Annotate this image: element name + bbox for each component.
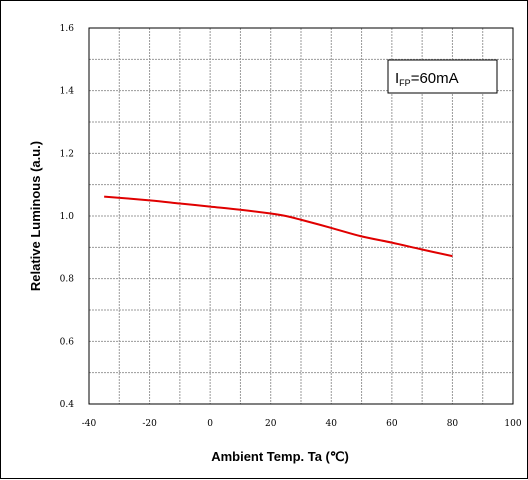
- x-tick-label: 40: [326, 419, 338, 429]
- y-tick-label: 1.4: [60, 87, 75, 97]
- svg-text:IFP=60mA: IFP=60mA: [395, 70, 459, 88]
- y-tick-label: 0.8: [60, 275, 75, 285]
- x-tick-label: 80: [447, 419, 459, 429]
- plot-area: [88, 27, 514, 405]
- legend-subscript: FP: [399, 78, 411, 88]
- grid: [89, 28, 513, 404]
- x-tick-label: -40: [82, 419, 97, 429]
- y-tick-label: 1.2: [60, 149, 74, 159]
- x-axis-label: Ambient Temp. Ta (℃): [211, 449, 349, 464]
- y-tick-labels: 0.4 0.6 0.8 1.0 1.2 1.4 1.6: [60, 24, 75, 410]
- x-tick-label: 100: [504, 419, 521, 429]
- legend-main: I: [395, 70, 399, 87]
- legend-box: IFP=60mA: [387, 59, 498, 94]
- y-tick-label: 0.6: [60, 337, 75, 347]
- y-tick-label: 0.4: [60, 400, 75, 410]
- x-tick-label: 0: [207, 419, 213, 429]
- x-tick-label: 60: [386, 419, 398, 429]
- y-tick-label: 1.0: [60, 212, 75, 222]
- x-tick-label: -20: [142, 419, 157, 429]
- y-axis-label: Relative Luminous (a.u.): [28, 141, 43, 291]
- x-tick-labels: -40 -20 0 20 40 60 80 100: [82, 419, 522, 429]
- series-line: [104, 195, 453, 258]
- series-group: [104, 195, 453, 258]
- y-tick-label: 1.6: [60, 24, 75, 34]
- x-tick-label: 20: [265, 419, 277, 429]
- legend-rest: =60mA: [411, 70, 459, 87]
